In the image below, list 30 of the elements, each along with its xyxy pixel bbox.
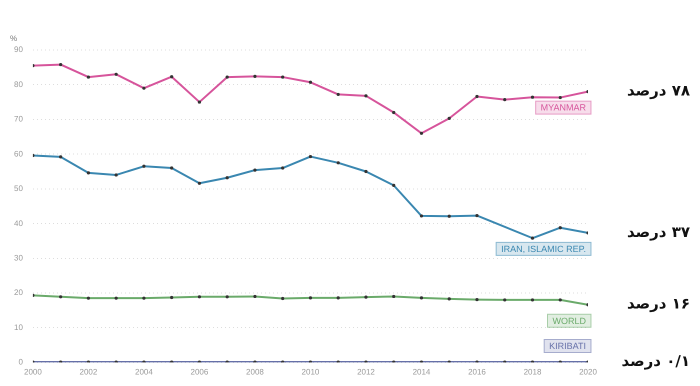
text: ۱۶ درصد <box>626 294 690 313</box>
y-tick-label: 40 <box>14 218 24 228</box>
x-tick-label: 2000 <box>24 367 42 376</box>
y-tick-label: 30 <box>14 253 24 262</box>
text: ۰/۱ درصد <box>621 352 690 370</box>
x-tick-label: 2004 <box>135 367 154 376</box>
x-tick-label: 2006 <box>190 367 209 376</box>
series-label: KIRIBATI <box>549 341 586 352</box>
x-tick-label: 2010 <box>302 367 320 376</box>
y-tick-label: 10 <box>14 322 24 332</box>
x-tick-label: 2018 <box>524 367 542 376</box>
x-tick-label: 2012 <box>357 367 376 376</box>
y-tick-label: 90 <box>14 45 24 54</box>
x-tick-label: 2008 <box>246 367 264 376</box>
y-tick-label: 60 <box>14 149 24 158</box>
x-tick-label: 2014 <box>412 367 431 376</box>
x-tick-label: 2016 <box>468 367 486 376</box>
x-tick-label: 2002 <box>80 367 98 376</box>
text: ۷۸ درصد <box>626 82 690 100</box>
x-tick-label: 2020 <box>579 367 598 376</box>
series-label: WORLD <box>552 316 586 326</box>
y-tick-label: 0 <box>18 358 24 367</box>
y-axis-title: % <box>10 34 18 44</box>
series-label: MYANMAR <box>540 102 586 113</box>
y-tick-label: 70 <box>14 114 24 124</box>
y-tick-label: 20 <box>14 288 24 298</box>
y-tick-label: 50 <box>14 184 24 194</box>
y-tick-label: 80 <box>14 80 24 89</box>
text: ۳۷ درصد <box>626 222 690 241</box>
series-label: IRAN, ISLAMIC REP. <box>501 244 586 254</box>
